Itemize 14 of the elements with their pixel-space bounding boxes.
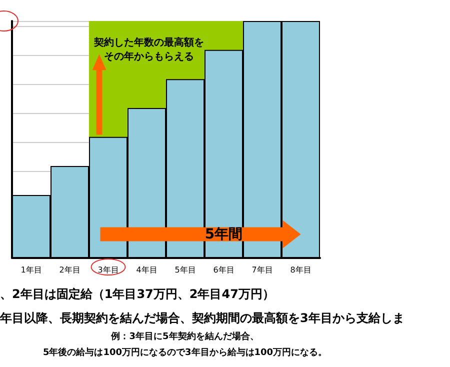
x-tick-label: 5年目 <box>174 266 196 274</box>
x-tick-label: 2年目 <box>59 266 80 274</box>
annotation: 5年間 <box>204 226 243 242</box>
band-label: 契約した年数の最高額をその年からもらえる <box>93 36 204 62</box>
x-tick-label: 4年目 <box>136 266 158 274</box>
x-tick-label: 1年目 <box>20 266 42 274</box>
x-tick-label: 6年目 <box>213 266 234 274</box>
x-tick-label: 7年目 <box>252 266 273 274</box>
text: 年目以降、長期契約を結んだ場合、契約期間の最高額を3年目から支給しま <box>0 311 404 325</box>
text: 例：3年目に5年契約を結んだ場合、 <box>110 331 259 342</box>
x-tick-label: 3年目 <box>98 266 119 274</box>
text: 5年後の給与は100万円になるので3年目から給与は100万円になる。 <box>42 347 328 358</box>
x-tick-label: 8年目 <box>290 266 312 274</box>
text: 、2年目は固定給（1年目37万円、2年目47万円） <box>0 287 274 301</box>
